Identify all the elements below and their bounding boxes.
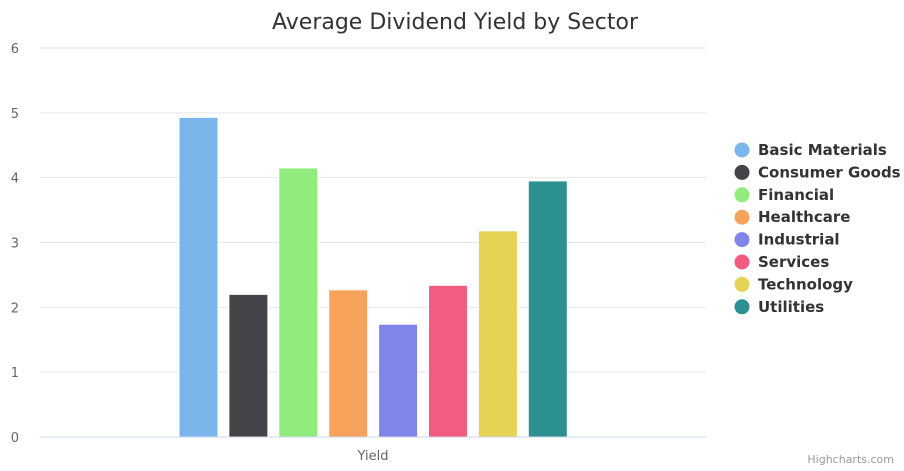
- legend-label: Financial: [758, 186, 834, 204]
- bar-technology[interactable]: [477, 230, 518, 438]
- chart-title: Average Dividend Yield by Sector: [272, 10, 639, 35]
- bar-financial[interactable]: [278, 167, 319, 438]
- bar-consumer-goods[interactable]: [228, 293, 269, 438]
- legend-item-utilities[interactable]: Utilities: [734, 298, 825, 316]
- legend-item-healthcare[interactable]: Healthcare: [734, 208, 851, 226]
- y-tick-label: 1: [11, 366, 19, 381]
- legend-label: Healthcare: [758, 208, 850, 226]
- legend-label: Consumer Goods: [758, 163, 901, 181]
- y-axis-ticks: 0 1 2 3 4 5 6: [11, 42, 19, 446]
- bar-basic-materials[interactable]: [178, 116, 219, 438]
- legend-symbol: [734, 254, 750, 270]
- x-category-label: Yield: [357, 449, 389, 464]
- y-tick-label: 6: [11, 42, 19, 57]
- legend-symbol: [734, 276, 750, 292]
- bars: [178, 116, 568, 438]
- legend-item-services[interactable]: Services: [734, 253, 830, 271]
- y-tick-label: 0: [11, 431, 19, 446]
- legend-item-technology[interactable]: Technology: [734, 275, 854, 293]
- legend-symbol: [734, 209, 750, 225]
- bar-utilities[interactable]: [527, 180, 568, 438]
- legend-item-financial[interactable]: Financial: [734, 186, 835, 204]
- credits-link[interactable]: Highcharts.com: [807, 453, 894, 466]
- legend-label: Technology: [758, 275, 853, 293]
- bar-industrial[interactable]: [378, 323, 419, 438]
- legend-label: Utilities: [758, 298, 824, 316]
- y-tick-label: 3: [11, 237, 19, 252]
- legend-symbol: [734, 164, 750, 180]
- y-tick-label: 2: [11, 301, 19, 316]
- bar-healthcare[interactable]: [328, 289, 369, 438]
- legend-symbol: [734, 299, 750, 315]
- legend-symbol: [734, 232, 750, 248]
- legend-symbol: [734, 142, 750, 158]
- legend: Basic Materials Consumer Goods Financial He…: [734, 141, 901, 316]
- legend-symbol: [734, 187, 750, 203]
- grid-lines: [40, 47, 706, 373]
- legend-item-industrial[interactable]: Industrial: [734, 231, 840, 249]
- legend-label: Services: [758, 253, 829, 271]
- legend-label: Industrial: [758, 231, 840, 249]
- y-tick-label: 4: [11, 172, 19, 187]
- y-tick-label: 5: [11, 107, 19, 122]
- bar-services[interactable]: [428, 284, 468, 438]
- legend-item-consumer-goods[interactable]: Consumer Goods: [734, 163, 901, 181]
- legend-label: Basic Materials: [758, 141, 887, 159]
- legend-item-basic-materials[interactable]: Basic Materials: [734, 141, 887, 159]
